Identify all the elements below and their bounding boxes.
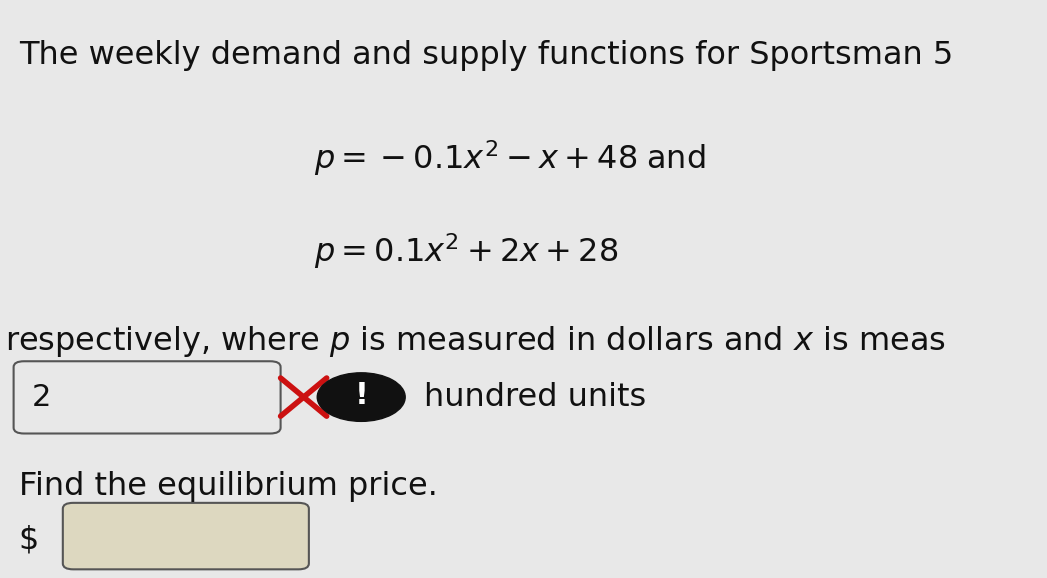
Text: $p = 0.1x^2 + 2x + 28$: $p = 0.1x^2 + 2x + 28$ [314,231,619,271]
FancyBboxPatch shape [14,361,281,434]
Text: hundred units: hundred units [424,381,646,413]
Text: Find the equilibrium price.: Find the equilibrium price. [19,471,438,502]
Text: $: $ [19,525,39,556]
Circle shape [317,373,405,421]
Text: !: ! [354,381,369,410]
Text: 2: 2 [31,383,51,412]
Text: $p = -0.1x^2 - x + 48\;$$\mathrm{and}$: $p = -0.1x^2 - x + 48\;$$\mathrm{and}$ [314,139,706,179]
FancyBboxPatch shape [63,503,309,569]
Text: The weekly demand and supply functions for Sportsman 5: The weekly demand and supply functions f… [19,40,953,72]
Text: respectively, where $p$ is measured in dollars and $x$ is meas: respectively, where $p$ is measured in d… [5,324,946,359]
